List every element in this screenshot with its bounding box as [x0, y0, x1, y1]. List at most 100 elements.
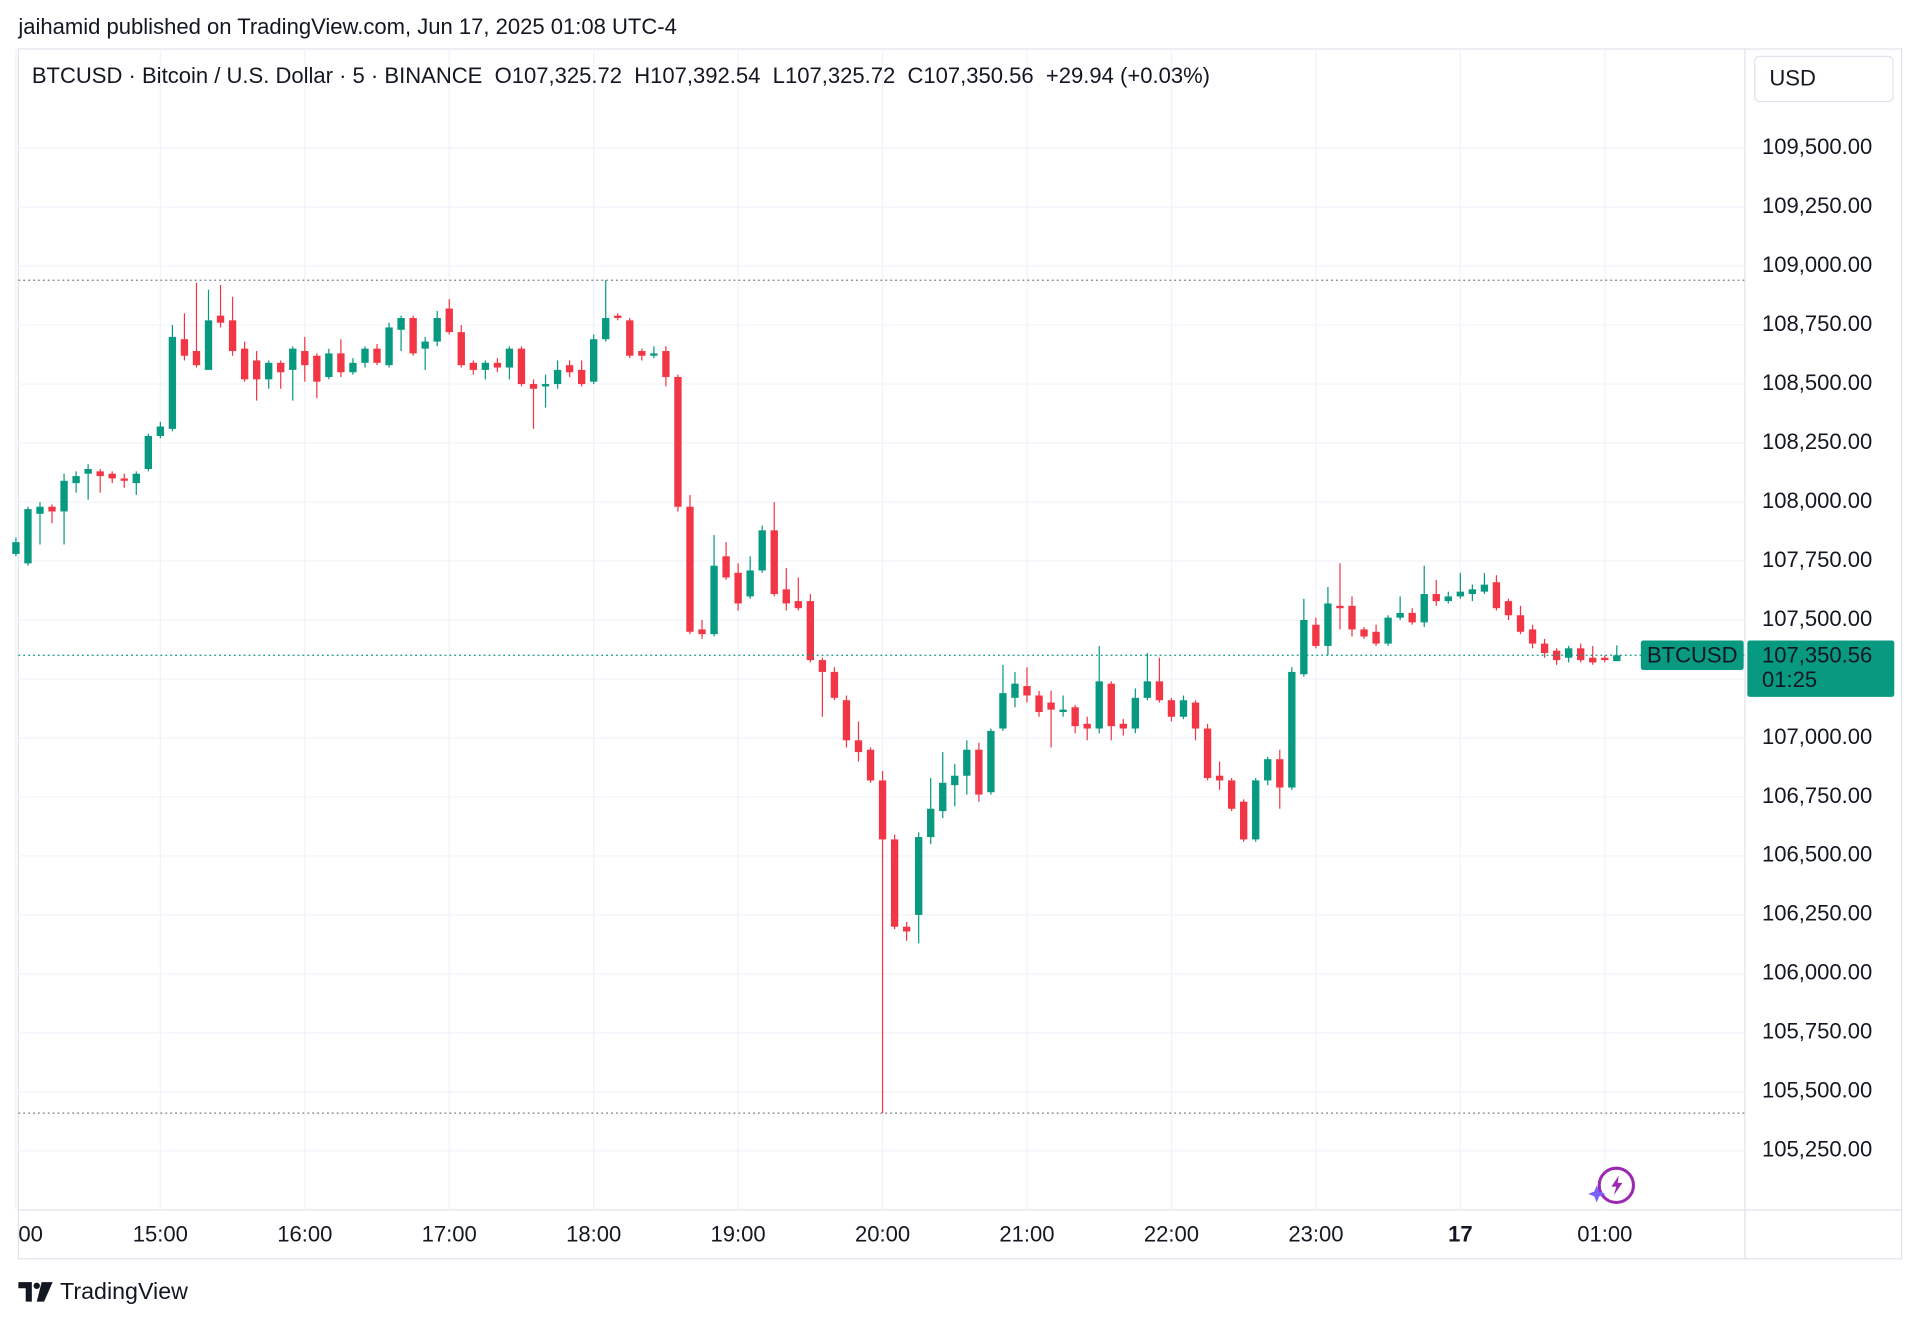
candle-body: [674, 376, 682, 507]
candle-body: [939, 782, 947, 812]
x-tick-label: 19:00: [711, 1221, 766, 1246]
published-line: jaihamid published on TradingView.com, J…: [17, 14, 676, 39]
candle-body: [216, 315, 225, 323]
countdown-label: 01:25: [1762, 667, 1817, 692]
y-tick-label: 106,750.00: [1762, 783, 1872, 808]
x-tick-label: 23:00: [1288, 1221, 1343, 1246]
candle-body: [72, 476, 80, 484]
candle-body: [240, 348, 249, 380]
candle-body: [1300, 619, 1308, 675]
candle-body: [890, 839, 899, 927]
y-tick-label: 105,250.00: [1762, 1137, 1872, 1162]
brand-logo: [18, 1282, 53, 1302]
brand-name: TradingView: [60, 1278, 188, 1304]
candle-body: [1432, 594, 1440, 602]
candle-body: [818, 660, 827, 672]
y-tick-label: 106,500.00: [1762, 842, 1872, 867]
candle-body: [1264, 759, 1272, 781]
candle-body: [228, 320, 237, 352]
candle-body: [1276, 759, 1284, 788]
y-tick-label: 108,500.00: [1762, 370, 1872, 395]
assistant-icon[interactable]: [1588, 1166, 1635, 1205]
candle-body: [638, 351, 646, 356]
ohlc-value: 107,392.54: [650, 63, 760, 88]
candle-body: [878, 780, 887, 840]
x-tick-label: 15:00: [133, 1221, 188, 1246]
candle-body: [794, 601, 802, 609]
currency-label: USD: [1769, 65, 1816, 90]
candle-body: [12, 542, 20, 554]
candle-body: [1288, 671, 1296, 788]
candle-body: [927, 808, 935, 838]
candle-body: [252, 360, 261, 380]
candle-body: [830, 671, 839, 698]
candle-body: [1564, 648, 1573, 658]
candle-body: [469, 362, 477, 370]
candle-body: [1528, 629, 1537, 644]
candle-body: [951, 775, 959, 786]
x-tick-label: 20:00: [855, 1221, 910, 1246]
candle-body: [301, 351, 309, 366]
candle-body: [987, 730, 995, 793]
candle-body: [1095, 681, 1103, 729]
candle-body: [746, 570, 754, 597]
candle-body: [1312, 624, 1320, 646]
candle-body: [277, 362, 285, 373]
candle-body: [734, 572, 742, 604]
candle-body: [541, 384, 550, 387]
ohlc-key: L: [773, 63, 785, 88]
ohlc-key: C: [907, 63, 923, 88]
y-tick-label: 107,000.00: [1762, 724, 1872, 749]
candle-body: [457, 332, 465, 366]
candle-body: [553, 369, 562, 385]
x-tick-label: 00: [18, 1221, 43, 1246]
candle-body: [1396, 612, 1404, 618]
y-tick-label: 106,000.00: [1762, 960, 1872, 985]
candle-body: [1601, 657, 1609, 661]
candle-body: [168, 336, 177, 429]
candle-body: [108, 473, 116, 479]
candle-body: [1023, 686, 1031, 696]
candle-body: [662, 351, 670, 377]
candle-body: [999, 693, 1007, 729]
candles: [12, 280, 1621, 1114]
candle-body: [156, 426, 165, 436]
candle-body: [1516, 615, 1525, 632]
candle-body: [1384, 617, 1392, 644]
candle-body: [1480, 584, 1489, 592]
symbol-tag: [1640, 640, 1744, 670]
candle-body: [1035, 695, 1043, 713]
candle-body: [1577, 648, 1585, 661]
candle-body: [1372, 631, 1380, 644]
candle-body: [1011, 683, 1019, 698]
candle-body: [96, 471, 104, 477]
symbol-label: BTCUSD · Bitcoin / U.S. Dollar · 5 · BIN…: [32, 63, 483, 88]
candle-body: [1420, 594, 1428, 623]
candle-body: [493, 362, 502, 368]
candle-body: [373, 348, 381, 363]
candle-body: [710, 565, 718, 635]
candle-body: [1468, 589, 1477, 595]
y-tick-label: 109,500.00: [1762, 134, 1872, 159]
candle-body: [409, 317, 417, 354]
candle-body: [1143, 681, 1152, 698]
candle-body: [132, 473, 140, 484]
change-label: +29.94 (+0.03%): [1046, 63, 1210, 88]
candle-body: [204, 320, 213, 370]
candle-body: [60, 480, 68, 512]
y-tick-label: 108,250.00: [1762, 429, 1872, 454]
y-tick-label: 107,750.00: [1762, 547, 1872, 572]
currency-button[interactable]: [1754, 55, 1894, 103]
candle-body: [1324, 603, 1332, 646]
candle-body: [1504, 601, 1513, 616]
candle-body: [1167, 700, 1176, 717]
x-tick-label: 16:00: [277, 1221, 332, 1246]
candle-body: [397, 317, 405, 330]
candle-body: [1444, 596, 1452, 602]
y-tick-label: 109,250.00: [1762, 193, 1872, 218]
candle-body: [120, 478, 128, 481]
candle-body: [144, 435, 152, 469]
candle-body: [1107, 683, 1115, 727]
candle-body: [614, 315, 622, 318]
candle-body: [590, 339, 598, 382]
